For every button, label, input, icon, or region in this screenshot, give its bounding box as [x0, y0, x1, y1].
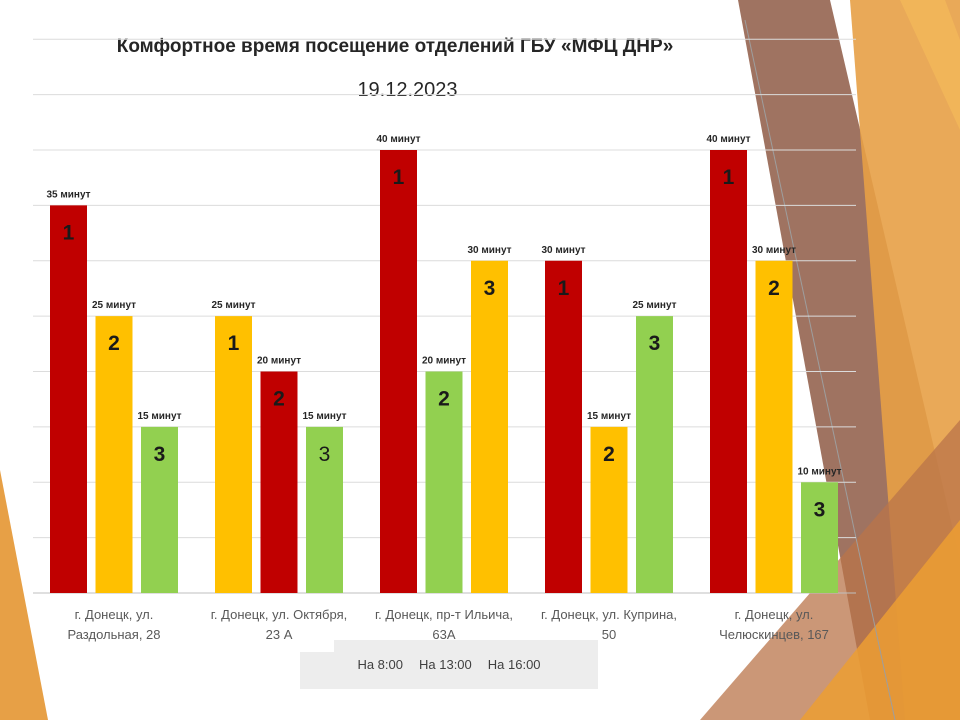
bar	[141, 426, 178, 593]
rank-label: 2	[768, 277, 780, 300]
bar	[50, 205, 87, 593]
legend-notch	[300, 640, 334, 652]
data-label: 10 минут	[797, 466, 841, 477]
category-label: г. Донецк, ул.	[735, 607, 814, 622]
bar	[710, 150, 747, 593]
data-label: 35 минут	[46, 189, 90, 200]
rank-label: 1	[558, 277, 570, 300]
data-label: 30 минут	[467, 245, 511, 256]
category-label: г. Донецк, ул. Куприна,	[541, 607, 677, 622]
bar	[636, 316, 673, 593]
category-label: 23 А	[266, 627, 293, 642]
rank-label: 3	[484, 277, 496, 300]
legend-entry-2: На 16:00	[487, 657, 541, 672]
data-label: 20 минут	[422, 356, 466, 367]
rank-label: 1	[63, 221, 75, 244]
rank-label: 1	[723, 166, 735, 189]
data-label: 30 минут	[541, 245, 585, 256]
category-label: г. Донецк, ул.	[75, 607, 154, 622]
data-label: 25 минут	[92, 300, 136, 311]
legend-entry-1: На 13:00	[419, 657, 472, 672]
data-label: 40 минут	[706, 134, 750, 145]
rank-label: 3	[814, 498, 826, 521]
bar	[471, 260, 508, 593]
category-label: г. Донецк, пр-т Ильича,	[375, 607, 513, 622]
rank-label: 2	[438, 388, 450, 411]
chart-title: Комфортное время посещение отделений ГБУ…	[116, 36, 674, 57]
rank-label: 3	[649, 332, 661, 355]
bar	[306, 426, 343, 593]
data-label: 15 минут	[302, 411, 346, 422]
rank-label: 3	[154, 443, 166, 466]
bar	[260, 371, 298, 593]
data-label: 15 минут	[587, 411, 631, 422]
deco-orange-stripe	[900, 0, 960, 130]
bar	[95, 316, 133, 593]
bar	[215, 316, 252, 593]
category-label: г. Донецк, ул. Октября,	[211, 607, 347, 622]
legend-entry-0: На 8:00	[357, 657, 403, 672]
category-label: Раздольная, 28	[67, 627, 160, 642]
rank-label: 1	[228, 332, 240, 355]
deco-thin-line	[744, 19, 896, 720]
category-label: 50	[602, 627, 616, 642]
data-label: 25 минут	[632, 300, 676, 311]
category-label: 63А	[432, 627, 455, 642]
legend: На 8:00 На 13:00 На 16:00	[300, 640, 598, 689]
bar	[590, 426, 628, 593]
data-label: 30 минут	[752, 245, 796, 256]
bar	[545, 260, 582, 593]
bar	[755, 260, 793, 593]
category-label: Челюскинцев, 167	[719, 627, 829, 642]
bar	[380, 150, 417, 593]
bar	[801, 482, 838, 593]
bar	[425, 371, 463, 593]
rank-label: 2	[603, 443, 615, 466]
data-label: 25 минут	[211, 300, 255, 311]
rank-label: 2	[108, 332, 120, 355]
rank-label: 3	[319, 443, 331, 466]
data-label: 40 минут	[376, 134, 420, 145]
deco-left-orange	[0, 470, 48, 720]
chart-subtitle: 19.12.2023	[357, 79, 458, 101]
deco-lower-orange	[800, 520, 960, 720]
rank-label: 1	[393, 166, 405, 189]
data-label: 15 минут	[137, 411, 181, 422]
rank-label: 2	[273, 388, 285, 411]
data-label: 20 минут	[257, 356, 301, 367]
